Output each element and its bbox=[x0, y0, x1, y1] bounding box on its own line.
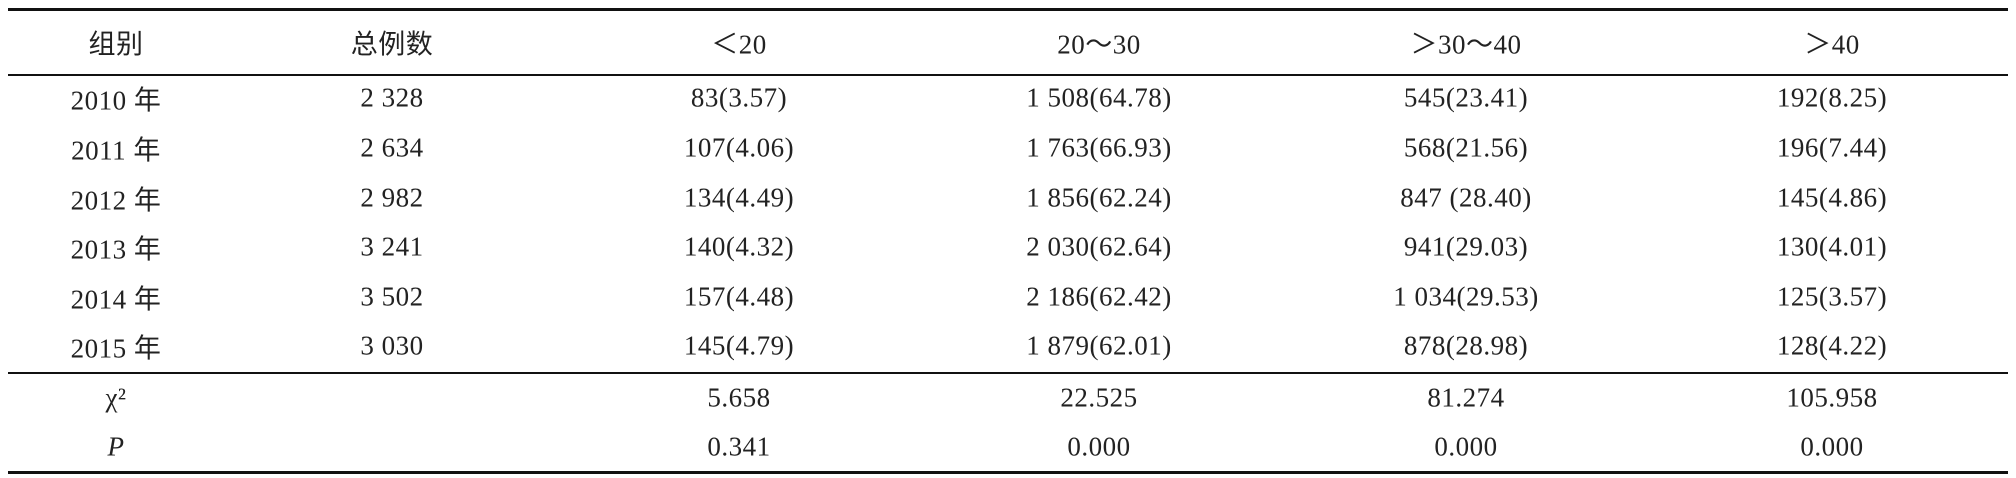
table-cell: 1 763(66.93) bbox=[1026, 132, 1172, 163]
table-cell: 83(3.57) bbox=[690, 82, 788, 113]
table-cell: 107(4.06) bbox=[683, 132, 795, 163]
table-cell: 941(29.03) bbox=[1403, 231, 1529, 262]
stat-value: 22.525 bbox=[1060, 382, 1138, 413]
stats-rule bbox=[8, 372, 2008, 374]
stat-value: 81.274 bbox=[1427, 382, 1505, 413]
stat-value: 0.000 bbox=[1434, 431, 1498, 462]
table-cell: 2 186(62.42) bbox=[1026, 281, 1172, 312]
table-cell: 196(7.44) bbox=[1776, 132, 1888, 163]
table-cell: 545(23.41) bbox=[1403, 82, 1529, 113]
stat-value: 105.958 bbox=[1786, 382, 1878, 413]
table-cell: 134(4.49) bbox=[683, 182, 795, 213]
stat-value: 0.000 bbox=[1067, 431, 1131, 462]
table-cell: 1 034(29.53) bbox=[1393, 281, 1539, 312]
header-cell: 20～30 bbox=[1057, 29, 1141, 60]
table-cell: 2 030(62.64) bbox=[1026, 231, 1172, 262]
table-cell: 145(4.79) bbox=[683, 330, 795, 361]
bottom-rule bbox=[8, 471, 2008, 474]
header-cell: 组别 bbox=[88, 29, 144, 60]
table-cell: 3 502 bbox=[360, 281, 424, 312]
table-cell: 2015 年 bbox=[70, 333, 162, 364]
header-cell: ＞40 bbox=[1804, 29, 1860, 60]
table-cell: 2 982 bbox=[360, 182, 424, 213]
table-cell: 3 241 bbox=[360, 231, 424, 262]
table-cell: 2011 年 bbox=[71, 135, 161, 166]
table-cell: 2014 年 bbox=[70, 284, 162, 315]
table-cell: 157(4.48) bbox=[683, 281, 795, 312]
stat-value: 5.658 bbox=[707, 382, 771, 413]
table-cell: 847 (28.40) bbox=[1400, 182, 1532, 213]
stat-label: P bbox=[107, 431, 125, 462]
header-cell: ＞30～40 bbox=[1410, 29, 1522, 60]
table-cell: 145(4.86) bbox=[1776, 182, 1888, 213]
table-cell: 128(4.22) bbox=[1776, 330, 1888, 361]
table-cell: 568(21.56) bbox=[1403, 132, 1529, 163]
table-cell: 1 856(62.24) bbox=[1026, 182, 1172, 213]
table-cell: 2 634 bbox=[360, 132, 424, 163]
table-cell: 192(8.25) bbox=[1776, 82, 1888, 113]
stat-label: χ² bbox=[105, 382, 127, 413]
header-rule bbox=[8, 74, 2008, 76]
table-cell: 1 508(64.78) bbox=[1026, 82, 1172, 113]
header-cell: 总例数 bbox=[350, 29, 434, 60]
table-cell: 3 030 bbox=[360, 330, 424, 361]
stat-value: 0.341 bbox=[707, 431, 771, 462]
header-cell: ＜20 bbox=[711, 29, 767, 60]
table-cell: 2 328 bbox=[360, 82, 424, 113]
table-cell: 2013 年 bbox=[70, 234, 162, 265]
table-cell: 130(4.01) bbox=[1776, 231, 1888, 262]
top-rule bbox=[8, 8, 2008, 11]
table-cell: 125(3.57) bbox=[1776, 281, 1888, 312]
table-cell: 140(4.32) bbox=[683, 231, 795, 262]
stat-value: 0.000 bbox=[1800, 431, 1864, 462]
table-cell: 878(28.98) bbox=[1403, 330, 1529, 361]
table-cell: 1 879(62.01) bbox=[1026, 330, 1172, 361]
table-cell: 2010 年 bbox=[70, 85, 162, 116]
table-cell: 2012 年 bbox=[70, 185, 162, 216]
